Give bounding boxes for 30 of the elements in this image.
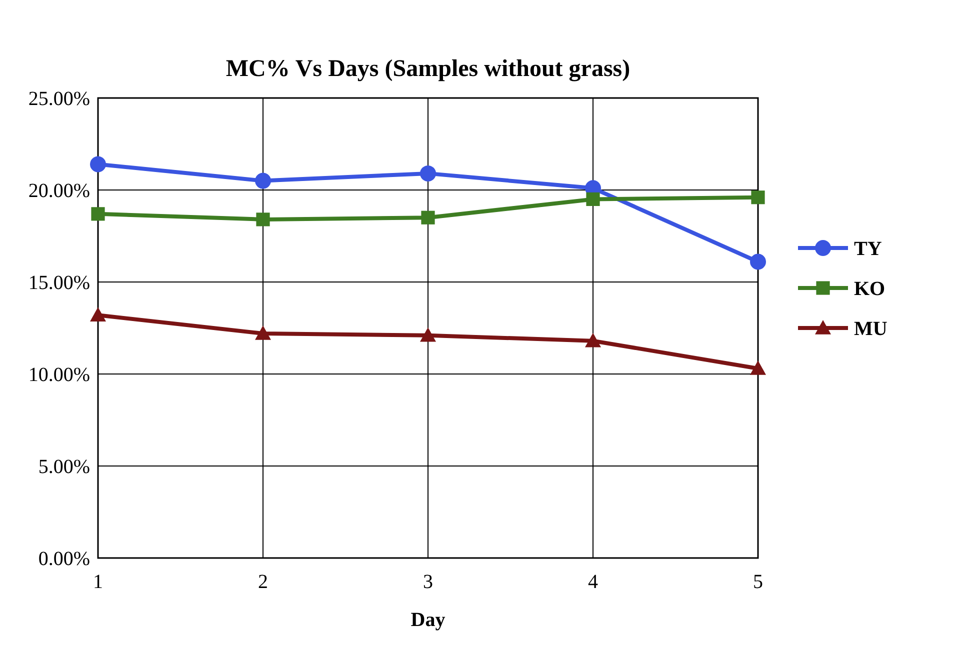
point xyxy=(90,156,106,172)
point xyxy=(255,172,271,189)
point xyxy=(256,212,270,226)
chart-title: MC% Vs Days (Samples without grass) xyxy=(226,56,630,82)
point xyxy=(420,327,436,342)
x-tick-label: 1 xyxy=(93,571,103,593)
y-tick-label: 15.00% xyxy=(28,272,90,294)
point xyxy=(90,307,106,322)
legend-label: MU xyxy=(854,318,888,340)
point xyxy=(750,254,766,270)
y-tick-label: 25.00% xyxy=(28,88,90,110)
point xyxy=(421,210,435,224)
x-tick-label: 3 xyxy=(423,571,433,593)
point xyxy=(751,190,765,204)
point xyxy=(420,165,436,182)
y-tick-label: 0.00% xyxy=(38,548,90,570)
point xyxy=(750,360,766,375)
x-tick-label: 4 xyxy=(588,571,598,593)
y-tick-label: 10.00% xyxy=(28,364,90,386)
y-tick-label: 20.00% xyxy=(28,180,90,202)
x-axis-title: Day xyxy=(410,609,446,631)
point xyxy=(586,192,600,206)
point xyxy=(91,207,105,221)
point xyxy=(585,332,601,348)
point xyxy=(255,326,271,340)
x-tick-label: 5 xyxy=(753,571,763,593)
x-tick-label: 2 xyxy=(258,571,268,593)
legend-label: KO xyxy=(854,278,886,300)
legend-label: TY xyxy=(854,238,882,260)
y-tick-label: 5.00% xyxy=(38,456,90,478)
